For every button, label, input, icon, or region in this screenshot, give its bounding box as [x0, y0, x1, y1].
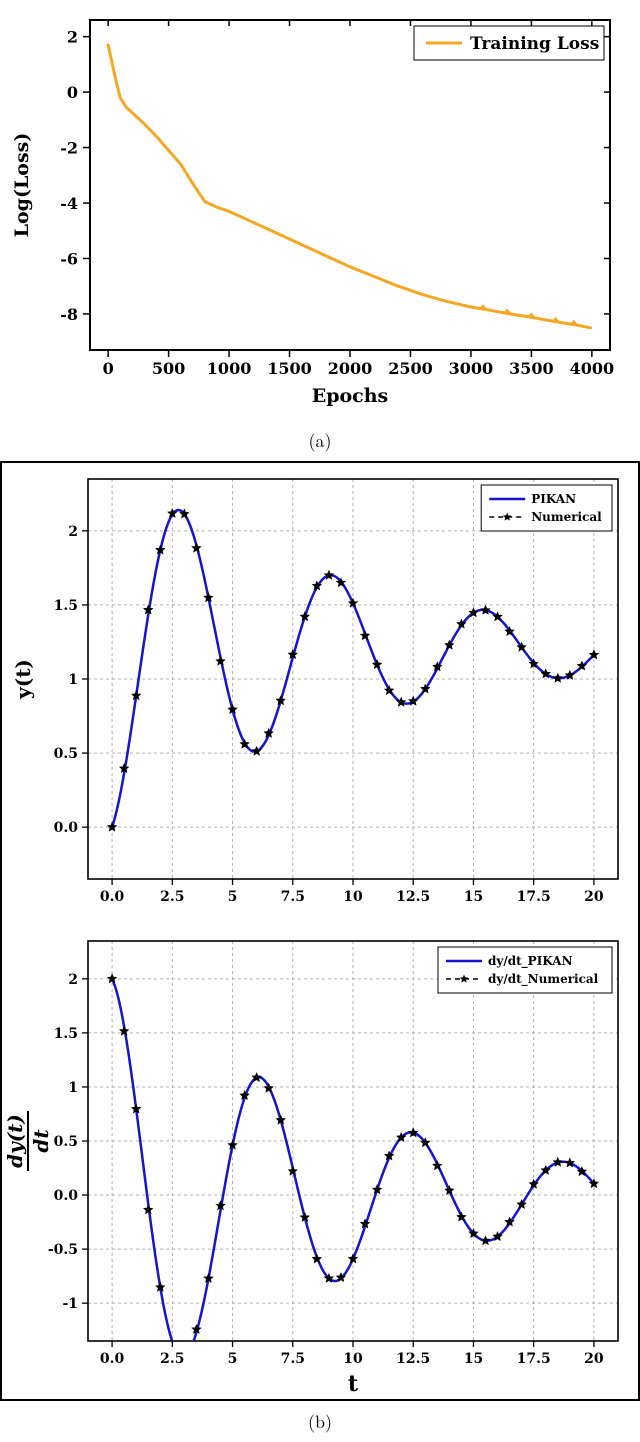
svg-text:12.5: 12.5 [396, 1351, 430, 1367]
panel-b-label: (b) [308, 1409, 332, 1434]
svg-text:2000: 2000 [328, 359, 373, 378]
svg-text:0.0: 0.0 [54, 1188, 79, 1204]
svg-text:y(t): y(t) [11, 659, 35, 700]
svg-text:dt: dt [29, 1129, 53, 1153]
svg-text:7.5: 7.5 [281, 1351, 305, 1367]
svg-text:-0.5: -0.5 [48, 1242, 78, 1258]
svg-text:dy/dt_Numerical: dy/dt_Numerical [488, 972, 599, 987]
svg-text:t: t [348, 1371, 359, 1397]
svg-text:17.5: 17.5 [517, 889, 551, 905]
svg-text:7.5: 7.5 [281, 889, 305, 905]
svg-text:Training Loss: Training Loss [470, 34, 599, 54]
svg-text:-8: -8 [60, 305, 78, 324]
panel-a: 0 500 1000 1500 2000 2500 3000 3500 4000 -8 -6 -4 -2… [0, 0, 640, 424]
svg-text:1: 1 [68, 1080, 78, 1096]
svg-text:dy/dt_PIKAN: dy/dt_PIKAN [488, 954, 573, 969]
svg-text:3500: 3500 [509, 359, 554, 378]
svg-text:0.0: 0.0 [100, 1351, 125, 1367]
svg-text:15: 15 [464, 889, 483, 905]
svg-text:3000: 3000 [449, 359, 494, 378]
svg-text:-4: -4 [60, 194, 78, 213]
svg-text:500: 500 [152, 359, 185, 378]
svg-text:2: 2 [68, 972, 78, 988]
svg-text:0.0: 0.0 [54, 820, 79, 836]
svg-text:1: 1 [68, 672, 78, 688]
svg-text:12.5: 12.5 [396, 889, 430, 905]
svg-text:1.5: 1.5 [54, 598, 78, 614]
svg-text:15: 15 [464, 1351, 483, 1367]
svg-text:20: 20 [584, 1351, 604, 1367]
svg-text:2.5: 2.5 [160, 1351, 184, 1367]
svg-text:0.5: 0.5 [54, 1134, 78, 1150]
svg-text:Epochs: Epochs [312, 385, 389, 407]
svg-text:Log(Loss): Log(Loss) [11, 133, 33, 238]
svg-text:2500: 2500 [388, 359, 433, 378]
svg-text:10: 10 [343, 1351, 363, 1367]
svg-text:0.0: 0.0 [100, 889, 125, 905]
figure-container: 0 500 1000 1500 2000 2500 3000 3500 4000 -8 -6 -4 -2… [0, 0, 640, 1442]
svg-text:4000: 4000 [570, 359, 615, 378]
svg-text:0: 0 [67, 83, 78, 102]
svg-text:dy(t): dy(t) [3, 1114, 27, 1168]
svg-text:2: 2 [67, 28, 78, 47]
svg-text:17.5: 17.5 [517, 1351, 551, 1367]
svg-text:PIKAN: PIKAN [531, 492, 576, 506]
svg-text:5: 5 [228, 889, 238, 905]
svg-text:2.5: 2.5 [160, 889, 184, 905]
svg-text:Numerical: Numerical [531, 510, 602, 524]
svg-text:1000: 1000 [207, 359, 252, 378]
svg-text:2: 2 [68, 524, 78, 540]
svg-text:1500: 1500 [267, 359, 312, 378]
svg-text:-2: -2 [60, 139, 78, 158]
svg-text:0: 0 [103, 359, 114, 378]
svg-text:5: 5 [228, 1351, 238, 1367]
panel-b: 0.02.557.51012.51517.5200.00.511.52y(t)P… [0, 461, 640, 1405]
results-chart: 0.02.557.51012.51517.5200.00.511.52y(t)P… [0, 461, 640, 1401]
svg-text:10: 10 [343, 889, 363, 905]
panel-a-label: (a) [308, 428, 331, 453]
svg-text:20: 20 [584, 889, 604, 905]
svg-text:0.5: 0.5 [54, 746, 78, 762]
svg-text:1.5: 1.5 [54, 1026, 78, 1042]
svg-text:-6: -6 [60, 249, 78, 268]
loss-chart: 0 500 1000 1500 2000 2500 3000 3500 4000 -8 -6 -4 -2… [0, 0, 640, 420]
svg-text:-1: -1 [62, 1296, 78, 1312]
